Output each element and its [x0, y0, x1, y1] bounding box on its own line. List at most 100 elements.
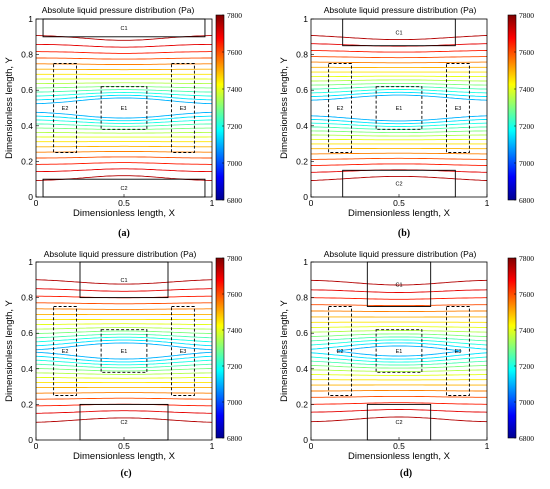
x-tick-label: 0.5 [393, 441, 405, 451]
y-tick-label: 0.8 [21, 293, 33, 303]
region-label-e2: E2 [62, 349, 69, 355]
colorbar-tick-label: 7600 [227, 48, 242, 57]
y-tick-label: 0.4 [21, 364, 33, 374]
y-axis-label: Dimensionless length, Y [4, 56, 15, 158]
y-tick-label: 0 [303, 192, 308, 202]
contour-lines [311, 279, 487, 423]
x-axis-label: Dimensionless length, X [73, 208, 176, 219]
contour-line [311, 310, 487, 392]
x-tick-label: 0 [309, 441, 314, 451]
colorbar [215, 257, 225, 439]
colorbar-tick-label: 7800 [519, 254, 534, 263]
y-tick-label: 0.4 [296, 364, 308, 374]
region-label-c2: C2 [395, 420, 402, 426]
region-label-c2: C2 [395, 182, 402, 188]
y-tick-label: 0.6 [21, 328, 33, 338]
chart-title: Absolute liquid pressure distribution (P… [44, 249, 197, 259]
x-tick-label: 0 [34, 198, 39, 208]
contour-line [311, 66, 487, 150]
plot-area [311, 19, 487, 197]
region-label-e3: E3 [455, 106, 462, 112]
contour-line [311, 342, 487, 360]
colorbar-tick-label: 7400 [519, 326, 534, 335]
colorbar-tick-label: 7400 [519, 85, 534, 94]
colorbar-tick-label: 6800 [519, 196, 534, 205]
colorbar-tick-label: 6800 [227, 196, 242, 205]
region-label-e3: E3 [455, 349, 462, 355]
contour-line [36, 97, 212, 119]
contour-line [36, 73, 212, 143]
region-label-e1: E1 [121, 349, 128, 355]
x-tick-label: 0.5 [118, 198, 130, 208]
region-label-e1: E1 [121, 106, 128, 112]
contour-line [311, 71, 487, 145]
contour-line [311, 56, 487, 160]
y-tick-label: 0.6 [296, 85, 308, 95]
contour-line [311, 91, 487, 125]
region-label-e2: E2 [62, 106, 69, 112]
region-label-e1: E1 [396, 106, 403, 112]
contour-line [36, 57, 212, 159]
region-label-c2: C2 [120, 186, 127, 192]
x-tick-label: 1 [485, 198, 490, 208]
plot-area [36, 19, 212, 197]
colorbar-tick-label: 7200 [519, 122, 534, 131]
contour-line [36, 302, 212, 400]
colorbar-tick-label: 7200 [519, 362, 534, 371]
x-axis-label: Dimensionless length, X [348, 451, 451, 462]
y-tick-label: 1 [303, 257, 308, 267]
colorbar-tick-label: 7000 [519, 398, 534, 407]
contour-line [311, 289, 487, 413]
contour-line [311, 35, 487, 181]
contour-line [311, 316, 487, 386]
panels-layer: C1 C2 E1 E2 E3 0 0.5 1 0 0.2 0.4 0.6 0.8 1 Absolute li… [4, 5, 534, 479]
contour-line [36, 51, 212, 165]
region-label-c1: C1 [120, 278, 127, 284]
colorbar-tick-label: 6800 [227, 434, 242, 443]
x-tick-label: 1 [210, 198, 215, 208]
contour-line [36, 339, 212, 363]
region-label-c1: C1 [120, 26, 127, 32]
panel-caption: (c) [120, 468, 131, 479]
x-tick-label: 1 [210, 441, 215, 451]
y-tick-label: 1 [28, 257, 33, 267]
colorbar-tick-label: 7600 [519, 290, 534, 299]
region-label-c1: C1 [395, 282, 402, 288]
plot-area [311, 262, 487, 440]
contour-line [36, 333, 212, 369]
region-e2 [328, 63, 352, 153]
chart-title: Absolute liquid pressure distribution (P… [324, 5, 477, 15]
panel-2: C1 C2 E1 E2 E3 0 0.5 1 0 0.2 0.4 0.6 0.8 1 Absolute li… [4, 249, 242, 479]
colorbar-tick-label: 7600 [519, 48, 534, 57]
chart-title: Absolute liquid pressure distribution (P… [42, 5, 195, 15]
x-tick-label: 0.5 [393, 198, 405, 208]
region-e2 [53, 306, 77, 396]
y-tick-label: 0.4 [296, 121, 308, 131]
contour-line [36, 89, 212, 127]
contour-line [311, 50, 487, 166]
colorbar [507, 14, 517, 201]
x-tick-label: 0 [34, 441, 39, 451]
contour-line [311, 336, 487, 366]
region-label-e3: E3 [180, 349, 187, 355]
y-tick-label: 0.6 [21, 85, 33, 95]
contour-line [36, 330, 212, 372]
y-tick-label: 0.2 [21, 156, 33, 166]
region-e2 [328, 306, 352, 396]
colorbar-tick-label: 7000 [227, 398, 242, 407]
region-e1 [100, 86, 148, 130]
region-e3 [171, 306, 195, 396]
contour-line [36, 35, 212, 181]
colorbar [507, 257, 517, 439]
contour-line [311, 89, 487, 127]
x-tick-label: 0 [309, 198, 314, 208]
region-label-c2: C2 [120, 420, 127, 426]
colorbar [215, 14, 225, 201]
contour-line [36, 342, 212, 360]
contour-line [311, 279, 487, 423]
panel-caption: (b) [398, 228, 410, 239]
region-label-e2: E2 [337, 106, 344, 112]
colorbar-tick-label: 6800 [519, 434, 534, 443]
region-e1 [375, 329, 423, 373]
